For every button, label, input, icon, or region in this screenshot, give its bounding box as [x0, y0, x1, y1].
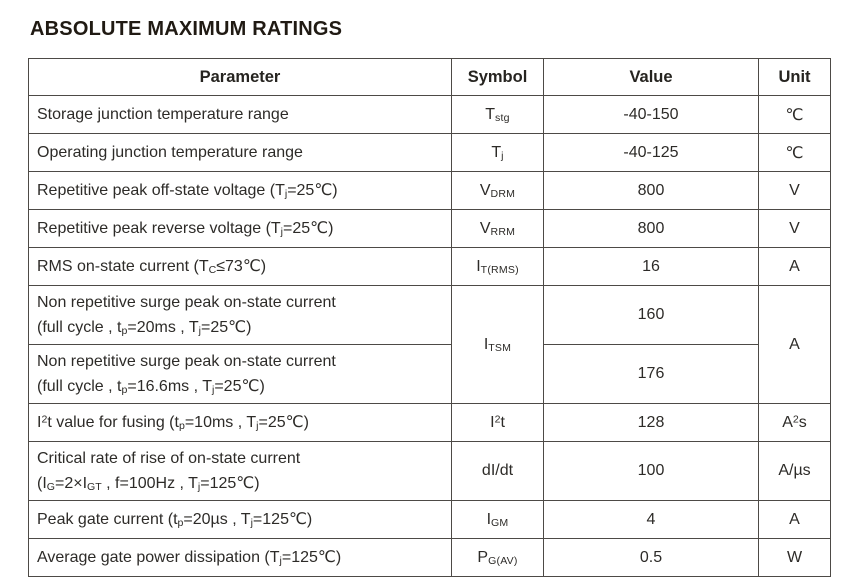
absolute-maximum-ratings-table: Parameter Symbol Value Unit Storage junc… [28, 58, 831, 577]
symbol-cell: dI/dt [451, 441, 544, 501]
symbol-cell: IGM [451, 500, 544, 539]
column-header-value: Value [543, 58, 759, 96]
column-header-parameter: Parameter [28, 58, 452, 96]
unit-cell: ℃ [758, 133, 831, 172]
parameter-cell: Repetitive peak reverse voltage (Tj=25℃) [28, 209, 452, 248]
table-row: Non repetitive surge peak on-state curre… [28, 285, 831, 404]
table-row: RMS on-state current (TC≤73℃) IT(RMS) 16… [28, 247, 831, 286]
table-row: Average gate power dissipation (Tj=125℃)… [28, 538, 831, 577]
value-cell: 0.5 [543, 538, 759, 577]
parameter-cell: Operating junction temperature range [28, 133, 452, 172]
table-row: Repetitive peak reverse voltage (Tj=25℃)… [28, 209, 831, 248]
symbol-cell: Tstg [451, 95, 544, 134]
symbol-cell-merged: ITSM [451, 285, 544, 404]
value-cell: 128 [543, 403, 759, 442]
parameter-cell: Non repetitive surge peak on-state curre… [28, 285, 452, 345]
header-row: Parameter Symbol Value Unit [28, 58, 831, 96]
table-row: I2t value for fusing (tp=10ms , Tj=25℃) … [28, 403, 831, 442]
value-cell: 4 [543, 500, 759, 539]
value-cell: 176 [543, 344, 759, 404]
value-cell: -40-150 [543, 95, 759, 134]
parameter-cell: Average gate power dissipation (Tj=125℃) [28, 538, 452, 577]
column-header-unit: Unit [758, 58, 831, 96]
symbol-cell: PG(AV) [451, 538, 544, 577]
value-cell: 160 [543, 285, 759, 345]
unit-cell: A [758, 247, 831, 286]
symbol-cell: IT(RMS) [451, 247, 544, 286]
parameter-cell: Storage junction temperature range [28, 95, 452, 134]
unit-cell: A2s [758, 403, 831, 442]
parameter-cell: RMS on-state current (TC≤73℃) [28, 247, 452, 286]
value-cell: 800 [543, 209, 759, 248]
table-row: Operating junction temperature range Tj … [28, 133, 831, 172]
table-row: Critical rate of rise of on-state curren… [28, 441, 831, 501]
unit-cell: W [758, 538, 831, 577]
column-header-symbol: Symbol [451, 58, 544, 96]
unit-cell-merged: A [758, 285, 831, 404]
unit-cell: A [758, 500, 831, 539]
page-title: ABSOLUTE MAXIMUM RATINGS [30, 18, 343, 40]
parameter-cell: I2t value for fusing (tp=10ms , Tj=25℃) [28, 403, 452, 442]
parameter-cell: Peak gate current (tp=20µs , Tj=125℃) [28, 500, 452, 539]
symbol-cell: VDRM [451, 171, 544, 210]
value-cell: 100 [543, 441, 759, 501]
unit-cell: V [758, 209, 831, 248]
value-cell: 800 [543, 171, 759, 210]
parameter-cell: Critical rate of rise of on-state curren… [28, 441, 452, 501]
parameter-cell: Repetitive peak off-state voltage (Tj=25… [28, 171, 452, 210]
value-cell: 16 [543, 247, 759, 286]
table-row: Non repetitive surge peak on-state curre… [28, 344, 831, 404]
unit-cell: V [758, 171, 831, 210]
unit-cell: ℃ [758, 95, 831, 134]
symbol-cell: VRRM [451, 209, 544, 248]
parameter-cell: Non repetitive surge peak on-state curre… [28, 344, 452, 404]
table-row: Peak gate current (tp=20µs , Tj=125℃) IG… [28, 500, 831, 539]
value-cell: -40-125 [543, 133, 759, 172]
symbol-cell: I2t [451, 403, 544, 442]
symbol-cell: Tj [451, 133, 544, 172]
unit-cell: A/µs [758, 441, 831, 501]
table-row: Repetitive peak off-state voltage (Tj=25… [28, 171, 831, 210]
table-row: Storage junction temperature range Tstg … [28, 95, 831, 134]
